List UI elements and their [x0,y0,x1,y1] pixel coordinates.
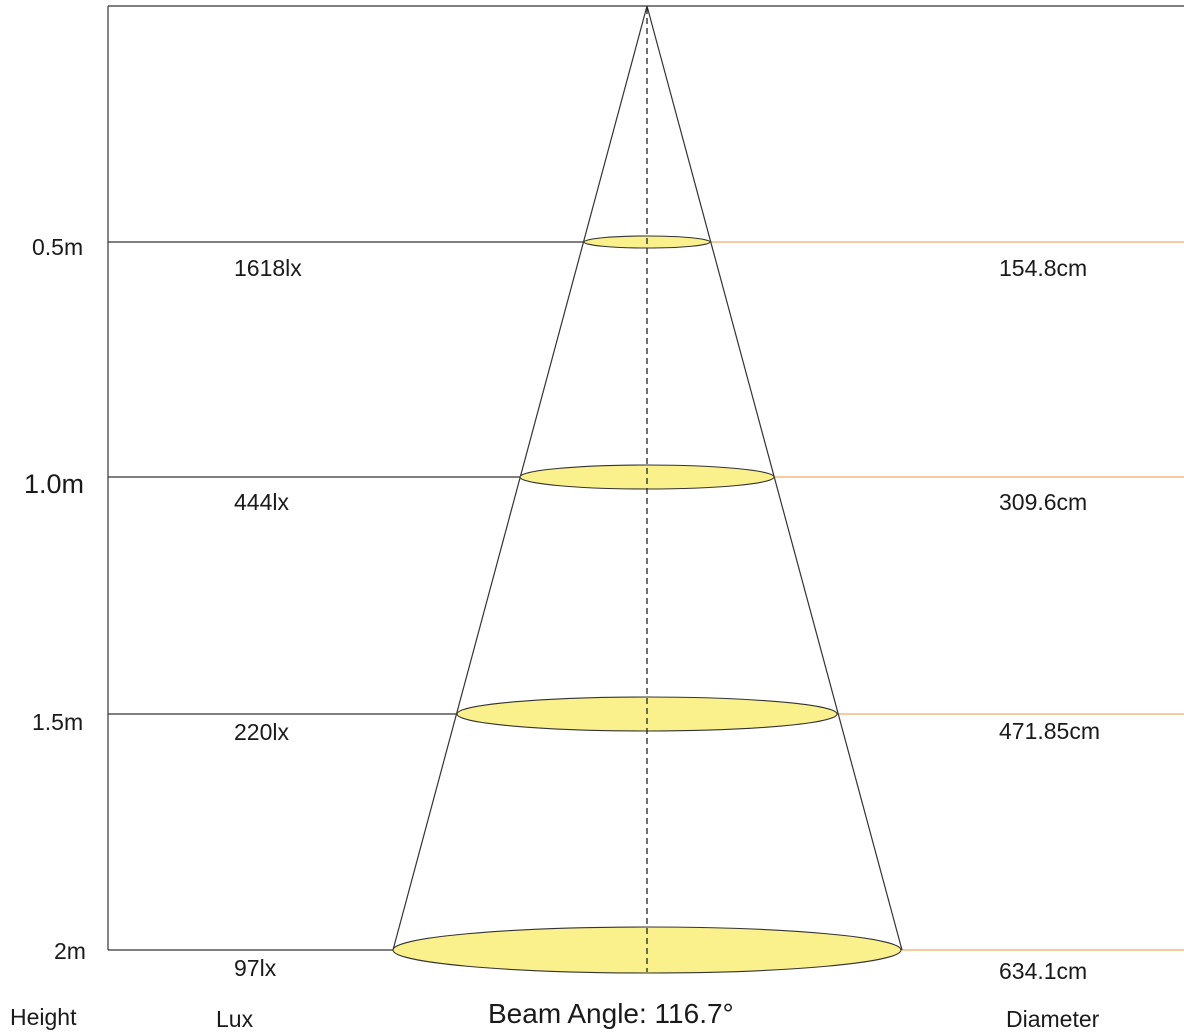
height-label-0.5m: 0.5m [32,234,84,260]
lux-label-0.5m: 1618lx [234,255,302,281]
lux-label-1.0m: 444lx [234,489,289,515]
lux-label-2m: 97lx [234,955,277,981]
height-label-1.5m: 1.5m [32,709,84,735]
beam-angle-label: Beam Angle: 116.7° [488,998,734,1029]
lux-label-1.5m: 220lx [234,719,289,745]
diameter-label-2m: 634.1cm [999,958,1088,984]
lux-column-label: Lux [216,1006,254,1032]
diameter-column-label: Diameter [1006,1006,1100,1032]
height-label-1.0m: 1.0m [24,469,85,499]
diameter-label-0.5m: 154.8cm [999,255,1088,281]
cone-right-edge [646,5,903,951]
height-column-label: Height [10,1004,77,1030]
height-label-2m: 2m [54,938,86,964]
diameter-label-1.5m: 471.85cm [999,718,1101,744]
diameter-label-1.0m: 309.6cm [999,489,1088,515]
